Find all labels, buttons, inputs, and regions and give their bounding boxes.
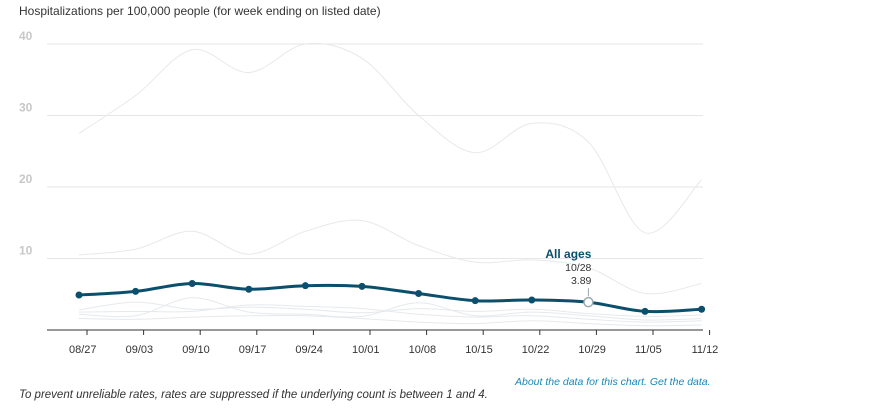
about-data-link[interactable]: About the data for this chart. — [515, 376, 647, 388]
data-point[interactable] — [358, 282, 366, 290]
x-axis-ticks: 08/27 09/03 09/10 09/17 09/24 10/01 10/08 10/15… — [69, 330, 718, 356]
chart-title: Hospitalizations per 100,000 people (for… — [19, 4, 381, 18]
y-tick-label: 20 — [19, 172, 33, 186]
data-point[interactable] — [132, 287, 140, 295]
series-line-age-group-a[interactable] — [78, 42, 702, 234]
data-point[interactable] — [698, 305, 706, 313]
data-point[interactable] — [471, 297, 479, 305]
x-tick-label: 09/17 — [239, 344, 267, 356]
series-line-age-group-b[interactable] — [78, 219, 702, 295]
x-tick-label: 10/01 — [352, 344, 380, 356]
data-point[interactable] — [641, 307, 649, 315]
data-point[interactable] — [245, 285, 253, 293]
data-point[interactable] — [415, 290, 423, 298]
x-tick-label: 10/15 — [465, 344, 493, 356]
x-tick-label: 09/10 — [182, 344, 210, 356]
y-axis-ticks: 10 20 30 40 — [19, 29, 33, 258]
tooltip-value: 3.89 — [571, 275, 592, 287]
age-group-lines — [78, 42, 702, 327]
all-ages-line[interactable] — [78, 281, 702, 314]
data-point[interactable] — [301, 282, 309, 290]
data-point[interactable] — [188, 280, 196, 288]
suppression-footnote: To prevent unreliable rates, rates are s… — [19, 389, 488, 401]
x-tick-label: 08/27 — [69, 344, 97, 356]
x-tick-label: 11/12 — [692, 344, 719, 356]
series-line-age-group-c[interactable] — [78, 301, 702, 317]
x-tick-label: 09/24 — [295, 344, 323, 356]
x-tick-label: 09/03 — [126, 344, 154, 356]
all-ages-series[interactable] — [75, 280, 706, 315]
tooltip-date: 10/28 — [565, 262, 591, 274]
x-tick-label: 10/29 — [578, 344, 606, 356]
data-point[interactable] — [75, 291, 83, 299]
x-tick-label: 10/22 — [522, 344, 550, 356]
series-line-age-group-e[interactable] — [78, 304, 702, 323]
y-tick-label: 10 — [19, 244, 33, 258]
x-tick-label: 10/08 — [409, 344, 437, 356]
x-tick-label: 11/05 — [635, 344, 662, 356]
y-tick-label: 40 — [19, 29, 33, 43]
get-data-link[interactable]: Get the data. — [649, 376, 711, 388]
data-links: About the data for this chart. Get the d… — [515, 376, 711, 388]
tooltip-series: All ages — [545, 247, 591, 261]
gridlines — [47, 43, 703, 259]
data-point[interactable] — [528, 296, 536, 304]
series-line-age-group-d[interactable] — [78, 297, 702, 321]
series-line-age-group-f[interactable] — [78, 314, 702, 327]
hovered-data-point[interactable] — [583, 296, 594, 308]
y-tick-label: 30 — [19, 101, 33, 115]
